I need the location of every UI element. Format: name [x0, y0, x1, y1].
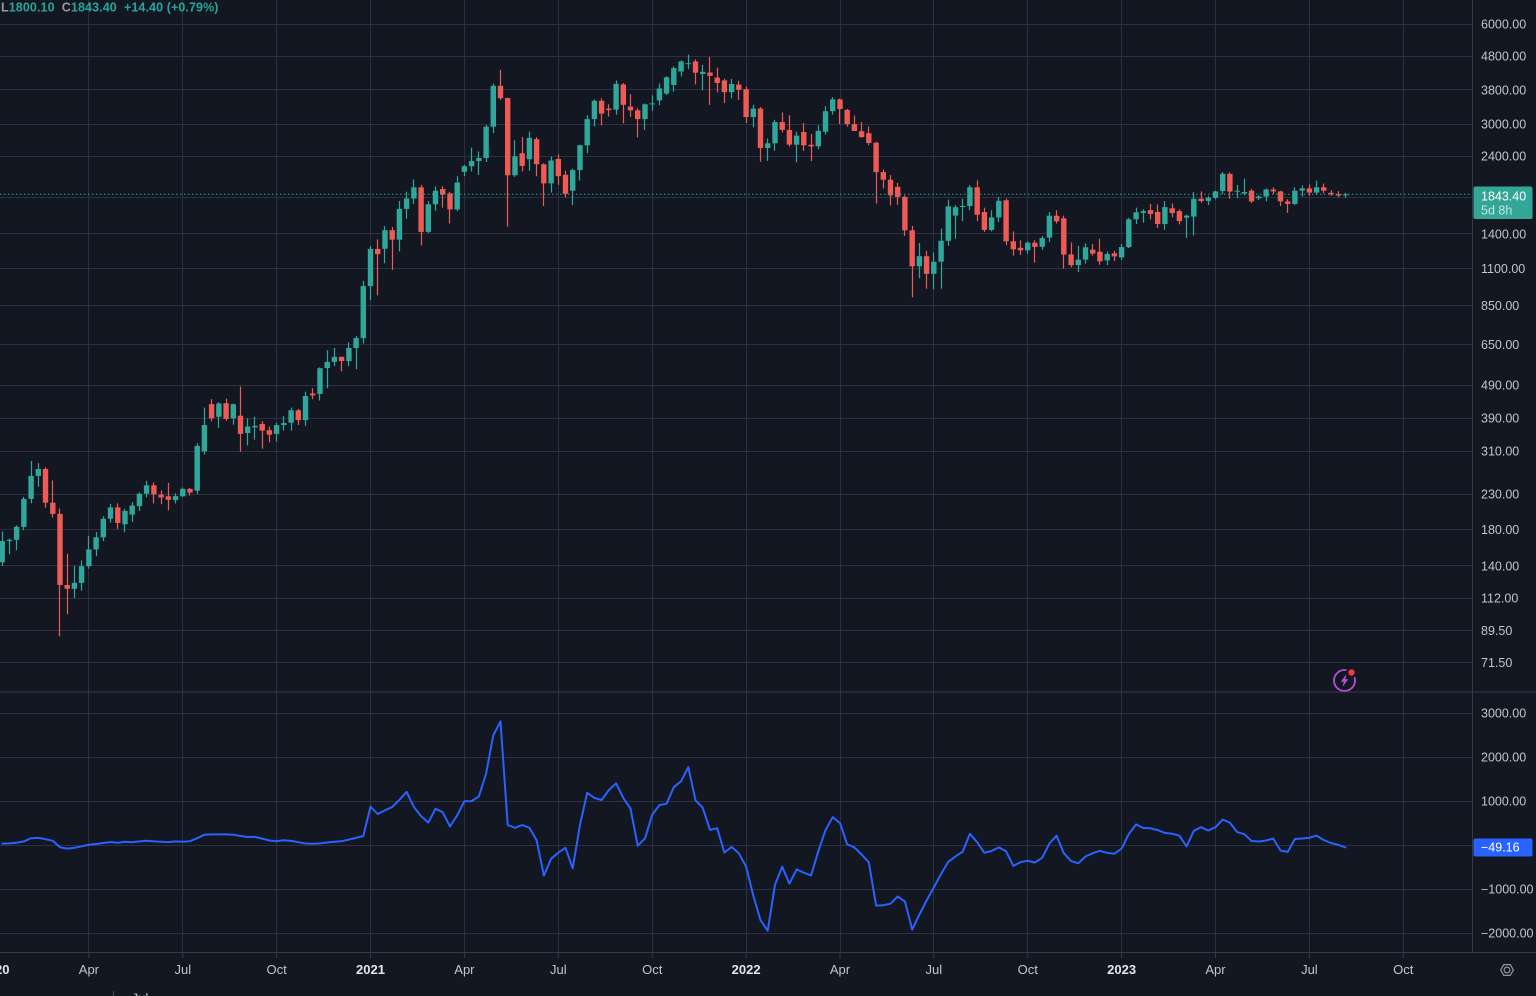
- svg-text:−49.16: −49.16: [1481, 841, 1520, 855]
- svg-text:390.00: 390.00: [1481, 412, 1519, 426]
- svg-text:Apr: Apr: [830, 962, 851, 977]
- svg-text:Oct: Oct: [642, 962, 663, 977]
- svg-text:850.00: 850.00: [1481, 299, 1519, 313]
- svg-text:5d 8h: 5d 8h: [1481, 204, 1512, 218]
- svg-text:3000.00: 3000.00: [1481, 117, 1526, 131]
- svg-text:Jul: Jul: [550, 962, 567, 977]
- svg-text:2022: 2022: [732, 962, 761, 977]
- svg-text:L1800.10 C1843.40 +14.40 (+0: L1800.10 C1843.40 +14.40 (+0.79%): [1, 1, 219, 15]
- svg-text:Oct: Oct: [1018, 962, 1039, 977]
- svg-text:71.50: 71.50: [1481, 656, 1512, 670]
- svg-text:180.00: 180.00: [1481, 523, 1519, 537]
- svg-text:6000.00: 6000.00: [1481, 17, 1526, 31]
- svg-text:Jul: Jul: [1301, 962, 1318, 977]
- svg-text:89.50: 89.50: [1481, 624, 1512, 638]
- svg-text:3800.00: 3800.00: [1481, 83, 1526, 97]
- svg-text:Apr: Apr: [79, 962, 100, 977]
- svg-text:2023: 2023: [1107, 962, 1136, 977]
- svg-text:310.00: 310.00: [1481, 445, 1519, 459]
- svg-text:650.00: 650.00: [1481, 338, 1519, 352]
- svg-text:1000.00: 1000.00: [1481, 795, 1526, 809]
- svg-text:Jul: Jul: [174, 962, 191, 977]
- svg-text:Apr: Apr: [1205, 962, 1226, 977]
- svg-text:1100.00: 1100.00: [1481, 262, 1525, 276]
- svg-text:230.00: 230.00: [1481, 488, 1519, 502]
- svg-text:1843.40: 1843.40: [1481, 190, 1526, 204]
- svg-text:2020: 2020: [0, 962, 9, 977]
- svg-text:2400.00: 2400.00: [1481, 150, 1526, 164]
- svg-text:112.00: 112.00: [1481, 592, 1518, 606]
- svg-text:−1000.00: −1000.00: [1481, 883, 1534, 897]
- svg-text:Jul: Jul: [132, 991, 149, 996]
- svg-text:1400.00: 1400.00: [1481, 227, 1526, 241]
- svg-text:140.00: 140.00: [1481, 559, 1519, 573]
- svg-text:3000.00: 3000.00: [1481, 706, 1526, 720]
- svg-text:4800.00: 4800.00: [1481, 50, 1526, 64]
- svg-text:490.00: 490.00: [1481, 379, 1519, 393]
- svg-text:2021: 2021: [356, 962, 385, 977]
- svg-text:Oct: Oct: [266, 962, 287, 977]
- svg-text:2000.00: 2000.00: [1481, 750, 1526, 764]
- svg-text:Jul: Jul: [925, 962, 942, 977]
- svg-text:Oct: Oct: [1393, 962, 1414, 977]
- svg-text:Apr: Apr: [454, 962, 475, 977]
- svg-text:−2000.00: −2000.00: [1481, 927, 1534, 941]
